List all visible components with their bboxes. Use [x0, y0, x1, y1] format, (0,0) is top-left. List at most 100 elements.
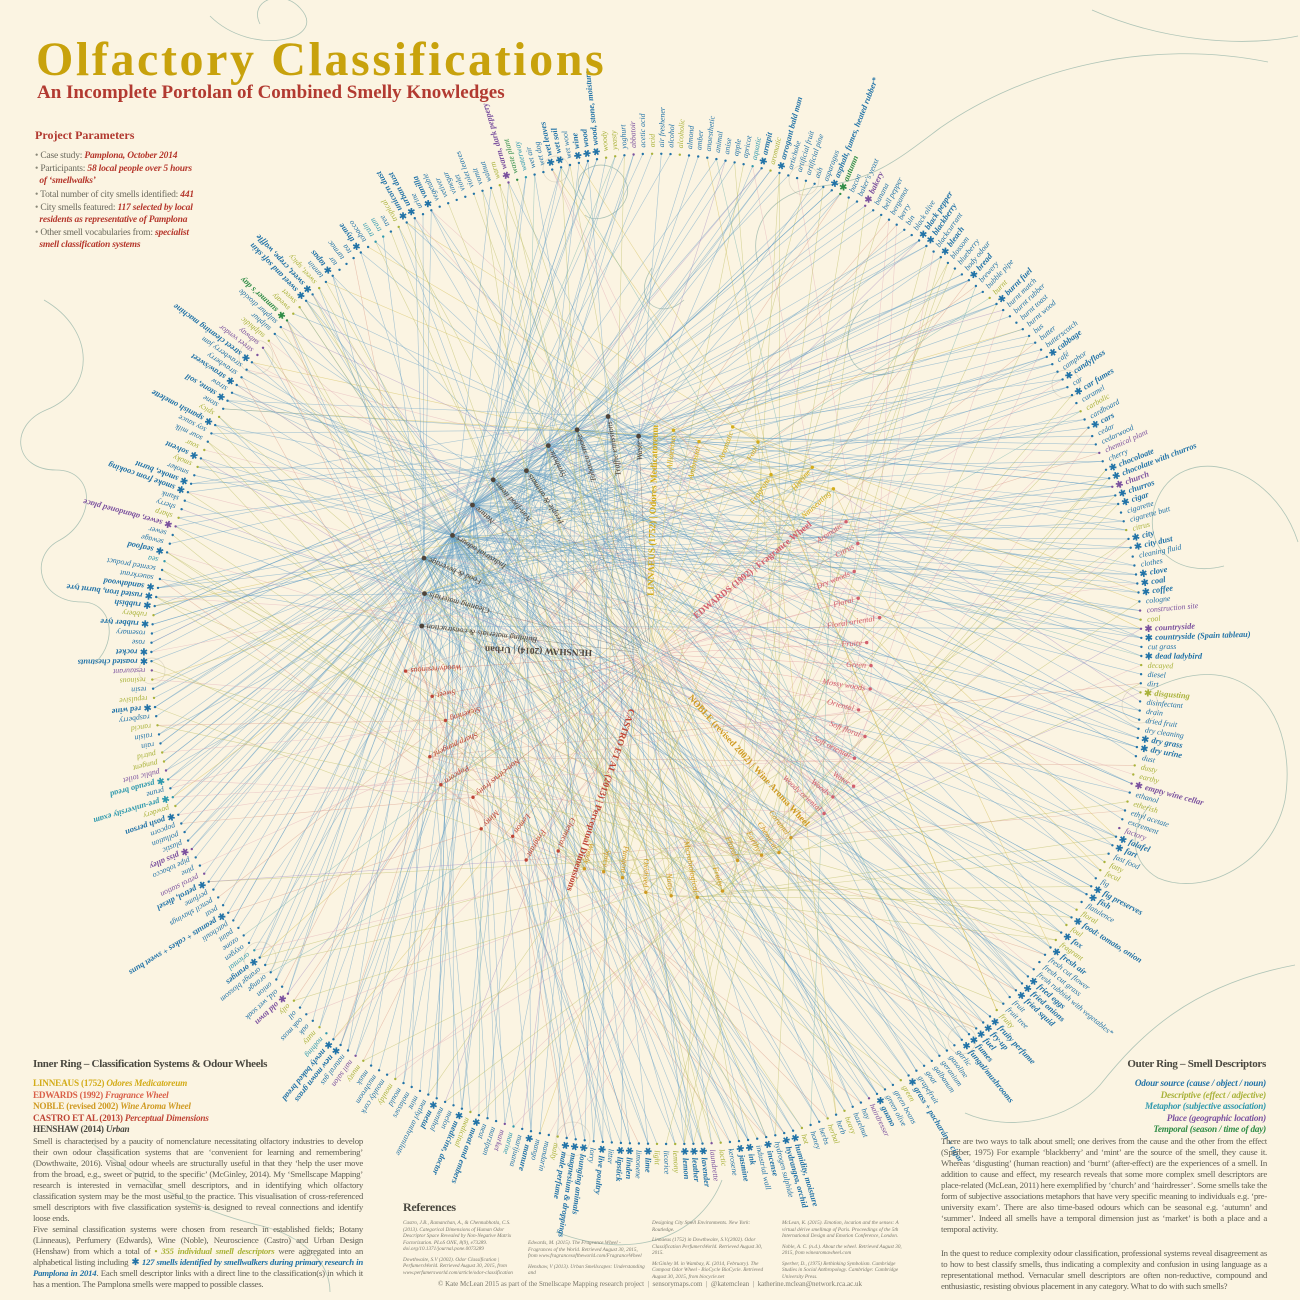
svg-text:ink: ink: [746, 1153, 757, 1167]
svg-text:food: tomato, onion: food: tomato, onion: [1081, 921, 1144, 965]
svg-text:yeasty: yeasty: [609, 130, 619, 152]
svg-text:putrid: putrid: [136, 749, 158, 762]
svg-text:Floral: Floral: [831, 595, 855, 610]
svg-text:countryside: countryside: [1155, 622, 1196, 633]
svg-text:almond: almond: [685, 125, 696, 149]
svg-text:limonene: limonene: [634, 1150, 644, 1179]
svg-text:disgusting: disgusting: [1154, 689, 1190, 701]
svg-text:dirt: dirt: [1147, 679, 1160, 689]
svg-text:rubber tyre: rubber tyre: [100, 617, 139, 628]
svg-text:alcohol: alcohol: [666, 124, 676, 148]
svg-text:Alliaceous: Alliaceous: [665, 435, 678, 471]
svg-text:leather: leather: [690, 1157, 701, 1183]
svg-text:wood: wood: [579, 128, 590, 148]
svg-text:Sweet: Sweet: [436, 687, 457, 700]
svg-text:countryside (Spain tableau): countryside (Spain tableau): [1155, 630, 1251, 642]
svg-text:rocket: rocket: [115, 647, 137, 656]
svg-text:light: light: [653, 1150, 662, 1165]
svg-text:alcoholic: alcoholic: [676, 118, 687, 148]
svg-text:lime: lime: [643, 1158, 652, 1173]
svg-text:raspberry: raspberry: [118, 713, 150, 726]
svg-text:Mossy woods: Mossy woods: [821, 677, 866, 693]
svg-text:air freshener: air freshener: [657, 106, 667, 147]
svg-text:lipstick: lipstick: [614, 1157, 624, 1183]
svg-text:resin: resin: [131, 685, 147, 695]
svg-text:anaesthetic: anaesthetic: [704, 115, 717, 152]
svg-text:sewer, abandoned place: sewer, abandoned place: [82, 497, 164, 527]
svg-text:Sharp/pungent: Sharp/pungent: [432, 730, 480, 759]
svg-text:LINNAEUS (1752) | Odores Med: LINNAEUS (1752) | Odores Medicatoreum: [646, 425, 661, 597]
svg-text:licorice: licorice: [662, 1150, 672, 1175]
svg-text:spanish omelette: spanish omelette: [150, 388, 206, 423]
svg-text:citrus: citrus: [1131, 520, 1150, 533]
svg-text:litter: litter: [606, 1149, 616, 1166]
svg-text:coal: coal: [1151, 575, 1167, 586]
svg-text:Oriental: Oriental: [826, 697, 856, 713]
svg-text:dead ladybird: dead ladybird: [1155, 652, 1203, 661]
svg-text:wet wool: wet wool: [560, 130, 573, 159]
svg-text:street cleaning machine: street cleaning machine: [171, 302, 244, 359]
svg-text:clothes: clothes: [1140, 556, 1163, 569]
svg-text:clove: clove: [1149, 565, 1168, 577]
svg-text:Aromatic: Aromatic: [716, 430, 735, 462]
svg-text:HENSHAW (2014) | Urban: HENSHAW (2014) | Urban: [484, 643, 592, 658]
svg-text:sewer: sewer: [147, 524, 168, 537]
svg-text:rain: rain: [141, 740, 156, 751]
svg-text:roasted chestnuts: roasted chestnuts: [78, 657, 138, 667]
svg-text:diesel: diesel: [1147, 670, 1166, 680]
svg-text:warm, dark peppery: warm, dark peppery: [480, 102, 508, 171]
svg-text:ash: ash: [813, 166, 825, 179]
svg-text:apricot: apricot: [740, 134, 753, 159]
svg-text:kerosene: kerosene: [726, 1148, 739, 1177]
svg-text:fig: fig: [1100, 877, 1111, 889]
svg-text:live poultry: live poultry: [593, 1155, 606, 1195]
svg-text:amber: amber: [694, 129, 705, 151]
svg-text:restaurant: restaurant: [112, 666, 145, 676]
svg-text:bin: bin: [904, 213, 917, 226]
svg-text:disinfectant: disinfectant: [1146, 698, 1184, 711]
svg-text:laundrette: laundrette: [708, 1149, 721, 1182]
svg-text:Woody/resinous: Woody/resinous: [410, 663, 462, 676]
svg-text:Pungent: Pungent: [619, 844, 631, 874]
svg-text:Water: Water: [831, 769, 853, 787]
svg-text:anise: anise: [722, 137, 733, 155]
svg-text:rubbery: rubbery: [122, 608, 148, 619]
svg-text:malty: malty: [549, 1142, 561, 1161]
svg-text:lorry: lorry: [587, 1147, 598, 1164]
svg-text:Green: Green: [846, 660, 866, 670]
svg-text:decayed: decayed: [1148, 661, 1174, 671]
svg-text:drain: drain: [1146, 707, 1164, 718]
svg-text:lemony: lemony: [671, 1150, 681, 1173]
svg-text:lemon: lemon: [681, 1158, 691, 1180]
svg-text:apple: apple: [731, 138, 743, 157]
svg-text:rosemary: rosemary: [116, 628, 146, 638]
svg-text:Spicy: Spicy: [600, 849, 613, 868]
svg-text:wine: wine: [570, 132, 581, 150]
svg-text:cool: cool: [1147, 614, 1161, 624]
svg-text:yoghurt: yoghurt: [618, 124, 628, 151]
svg-text:linden: linden: [624, 1157, 634, 1180]
svg-text:Fruity: Fruity: [840, 638, 862, 648]
svg-text:abbatoir: abbatoir: [628, 120, 638, 148]
svg-text:lactic: lactic: [717, 1148, 728, 1167]
svg-text:rancid: rancid: [130, 722, 152, 734]
svg-text:dusty: dusty: [1140, 762, 1159, 775]
svg-text:city: city: [1141, 528, 1155, 540]
svg-text:woody: woody: [599, 130, 610, 152]
svg-text:rubbish: rubbish: [114, 598, 142, 610]
svg-text:repulsive: repulsive: [118, 694, 148, 706]
svg-text:cut grass: cut grass: [1148, 642, 1176, 651]
svg-text:lavender: lavender: [700, 1157, 712, 1188]
svg-text:Oxidised: Oxidised: [641, 858, 651, 888]
svg-text:sea: sea: [147, 554, 159, 565]
svg-text:red wine: red wine: [111, 704, 142, 716]
svg-text:animal: animal: [713, 131, 725, 154]
svg-text:Nutty: Nutty: [665, 872, 676, 892]
svg-text:dust: dust: [1141, 753, 1156, 765]
svg-text:acid: acid: [648, 134, 657, 148]
svg-text:acetic acid: acetic acid: [638, 113, 647, 147]
svg-text:hot: hot: [800, 1133, 812, 1146]
svg-text:Waste: Waste: [634, 441, 644, 461]
svg-text:coffee: coffee: [1152, 584, 1174, 596]
svg-text:rose: rose: [131, 638, 145, 647]
